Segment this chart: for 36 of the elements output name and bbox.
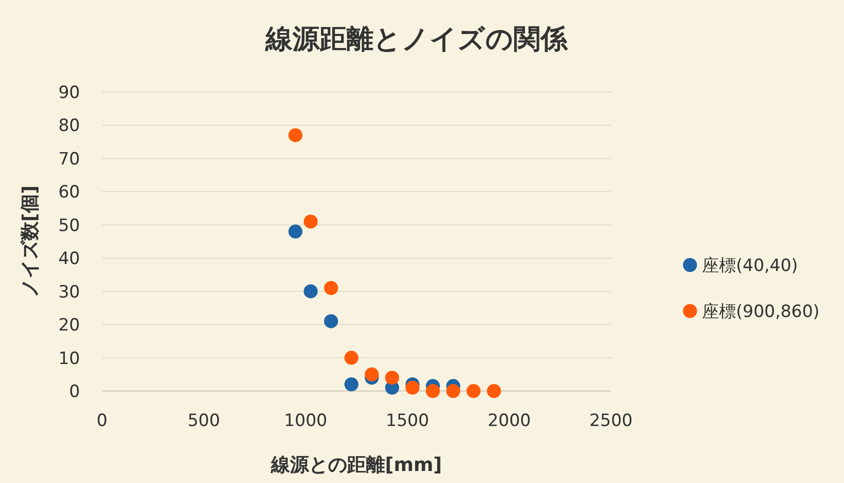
y-tick-label: 90	[58, 83, 80, 103]
legend-label: 座標(40,40)	[702, 256, 798, 276]
point	[344, 350, 358, 365]
point	[288, 224, 302, 239]
point	[466, 384, 481, 398]
x-axis-title: 線源との距離[mm]	[270, 454, 442, 476]
y-tick-label: 60	[58, 182, 80, 203]
point	[288, 128, 302, 142]
y-axis-title: ノイズ数[個]	[19, 185, 41, 298]
x-tick-label: 0	[96, 411, 108, 431]
point	[324, 314, 338, 328]
chart-title: 線源距離とノイズの関係	[264, 24, 568, 55]
x-tick-label: 1500	[386, 411, 430, 431]
point	[446, 384, 460, 398]
y-tick-label: 0	[69, 382, 80, 402]
point	[405, 380, 420, 395]
y-tick-label: 20	[58, 316, 80, 336]
point	[304, 284, 318, 298]
x-tick-label: 500	[188, 411, 220, 431]
legend-label: 座標(900,860)	[702, 302, 820, 322]
y-tick-label: 50	[58, 216, 80, 236]
x-tick-label: 2000	[488, 411, 531, 431]
point	[486, 384, 501, 398]
y-tick-label: 80	[58, 116, 80, 136]
y-tick-label: 70	[58, 149, 80, 170]
x-tick-label: 1000	[284, 411, 328, 431]
point	[364, 367, 379, 382]
y-tick-label: 10	[58, 348, 80, 369]
point	[426, 384, 440, 398]
point	[385, 370, 400, 385]
y-tick-label: 30	[58, 282, 80, 302]
y-tick-label: 40	[58, 249, 80, 270]
point	[304, 214, 318, 229]
point	[344, 377, 358, 392]
x-tick-label: 2500	[589, 411, 633, 431]
point	[324, 281, 338, 296]
